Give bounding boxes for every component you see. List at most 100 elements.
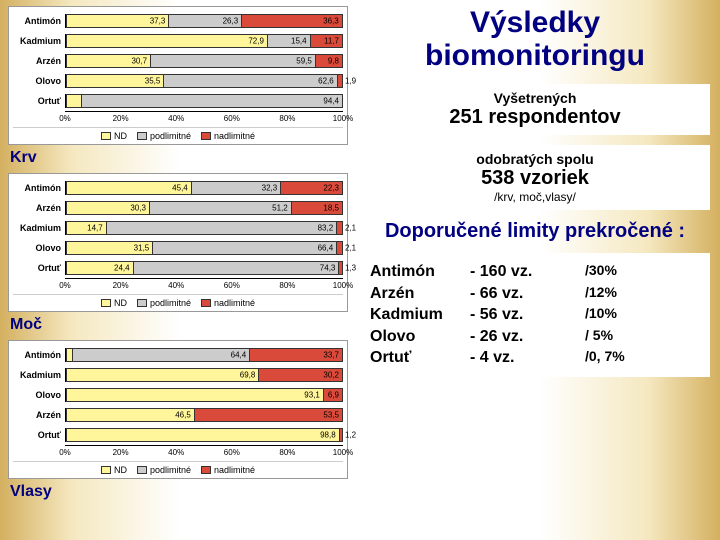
chart-segment-value: 9,8 — [328, 56, 339, 65]
info-samples-label: odobratých spolu — [368, 151, 702, 167]
chart-segment: 2,1 — [337, 221, 343, 235]
chart-bar: 30,759,59,8 — [65, 54, 343, 68]
chart-segment: 1,3 — [339, 261, 343, 275]
chart-segment-value: 30,2 — [323, 370, 339, 379]
legend-swatch — [137, 466, 147, 474]
panel-name: Moč — [10, 316, 348, 334]
legend-item: nadlimitné — [201, 465, 255, 475]
axis-tick: 40% — [168, 448, 184, 457]
limit-row: Ortuť- 4 vz./0, 7% — [370, 347, 700, 369]
limit-name: Olovo — [370, 326, 470, 348]
chart-segment-value: 51,2 — [272, 203, 288, 212]
chart-segment-value: 1,3 — [342, 263, 356, 272]
chart-segment: 15,4 — [268, 34, 311, 48]
legend-label: podlimitné — [150, 298, 191, 308]
chart-segment: 1,2 — [340, 428, 343, 442]
page-title: Výsledky biomonitoringu — [360, 6, 710, 72]
chart-segment-value: 74,3 — [320, 263, 336, 272]
chart-segment: 31,5 — [66, 241, 153, 255]
axis-tick: 60% — [224, 448, 240, 457]
info-examined-label: Vyšetrených — [368, 90, 702, 106]
axis-tick: 20% — [113, 448, 129, 457]
axis-tick: 80% — [279, 114, 295, 123]
chart-segment-value: 14,7 — [87, 223, 103, 232]
chart-krv: Antimón37,326,336,3Kadmium72,915,411,7Ar… — [8, 6, 348, 145]
axis-tick: 100% — [333, 114, 353, 123]
chart-segment-value: 33,7 — [323, 350, 339, 359]
axis-tick: 0% — [59, 281, 71, 290]
chart-segment: 35,5 — [66, 74, 164, 88]
chart-row: Arzén46,553,5 — [13, 405, 343, 424]
legend-item: nadlimitné — [201, 298, 255, 308]
chart-row-label: Ortuť — [13, 430, 65, 440]
chart-segment: 46,5 — [66, 408, 195, 422]
limit-percent: /12% — [585, 283, 700, 305]
axis-tick: 80% — [279, 281, 295, 290]
legend-item: ND — [101, 131, 127, 141]
legend-swatch — [201, 466, 211, 474]
chart-row: Kadmium69,830,2 — [13, 365, 343, 384]
chart-segment: 30,3 — [66, 201, 150, 215]
chart-bar: 2,564,433,7 — [65, 348, 343, 362]
chart-segment: 62,6 — [164, 74, 337, 88]
limit-percent: /0, 7% — [585, 347, 700, 369]
limit-percent: / 5% — [585, 326, 700, 348]
chart-segment-value: 83,2 — [318, 223, 334, 232]
chart-row: Olovo31,566,42,1 — [13, 238, 343, 257]
axis-tick: 40% — [168, 281, 184, 290]
axis-tick: 0% — [59, 114, 71, 123]
chart-vlasy: Antimón2,564,433,7Kadmium69,830,2Olovo93… — [8, 340, 348, 479]
chart-segment-value: 1,2 — [342, 430, 356, 439]
chart-bar: 24,474,31,3 — [65, 261, 343, 275]
chart-row-label: Arzén — [13, 56, 65, 66]
chart-segment: 32,3 — [192, 181, 281, 195]
chart-segment: 2,1 — [337, 241, 343, 255]
chart-row: Arzén30,351,218,5 — [13, 198, 343, 217]
chart-segment: 98,8 — [66, 428, 340, 442]
chart-row-label: Ortuť — [13, 263, 65, 273]
chart-segment: 14,7 — [66, 221, 107, 235]
chart-bar: 31,566,42,1 — [65, 241, 343, 255]
limit-percent: /10% — [585, 304, 700, 326]
chart-bar: 35,562,61,9 — [65, 74, 343, 88]
chart-segment-value: 36,3 — [323, 16, 339, 25]
legend-swatch — [201, 132, 211, 140]
limit-count: - 56 vz. — [470, 304, 585, 326]
legend-item: podlimitné — [137, 465, 191, 475]
chart-row-label: Arzén — [13, 203, 65, 213]
chart-segment: 1,9 — [338, 74, 343, 88]
chart-segment-value: 31,5 — [134, 243, 150, 252]
axis-tick: 60% — [224, 281, 240, 290]
chart-segment: 9,8 — [316, 54, 343, 68]
chart-segment: 37,3 — [66, 14, 169, 28]
legend-item: podlimitné — [137, 131, 191, 141]
limit-row: Olovo- 26 vz./ 5% — [370, 326, 700, 348]
chart-segment: 6,9 — [324, 388, 343, 402]
legend-item: ND — [101, 465, 127, 475]
chart-row: Antimón37,326,336,3 — [13, 11, 343, 30]
chart-segment: 30,7 — [66, 54, 151, 68]
chart-segment: 33,7 — [250, 348, 343, 362]
chart-legend: ND podlimitné nadlimitné — [13, 461, 343, 476]
chart-row-label: Antimón — [13, 183, 65, 193]
chart-segment: 94,4 — [82, 94, 343, 108]
legend-label: nadlimitné — [214, 465, 255, 475]
chart-moč: Antimón45,432,322,3Arzén30,351,218,5Kadm… — [8, 173, 348, 312]
limit-count: - 4 vz. — [470, 347, 585, 369]
axis-tick: 0% — [59, 448, 71, 457]
chart-row: Antimón45,432,322,3 — [13, 178, 343, 197]
limit-count: - 26 vz. — [470, 326, 585, 348]
limit-row: Arzén- 66 vz./12% — [370, 283, 700, 305]
chart-segment: 26,3 — [169, 14, 242, 28]
chart-row-label: Arzén — [13, 410, 65, 420]
chart-bar: 30,351,218,5 — [65, 201, 343, 215]
chart-bar: 45,432,322,3 — [65, 181, 343, 195]
chart-segment: 74,3 — [134, 261, 340, 275]
chart-segment: 93,1 — [66, 388, 324, 402]
chart-row-label: Ortuť — [13, 96, 65, 106]
chart-bar: 98,81,2 — [65, 428, 343, 442]
chart-row-label: Olovo — [13, 390, 65, 400]
legend-swatch — [201, 299, 211, 307]
chart-row: Arzén30,759,59,8 — [13, 51, 343, 70]
chart-segment-value: 64,4 — [231, 350, 247, 359]
